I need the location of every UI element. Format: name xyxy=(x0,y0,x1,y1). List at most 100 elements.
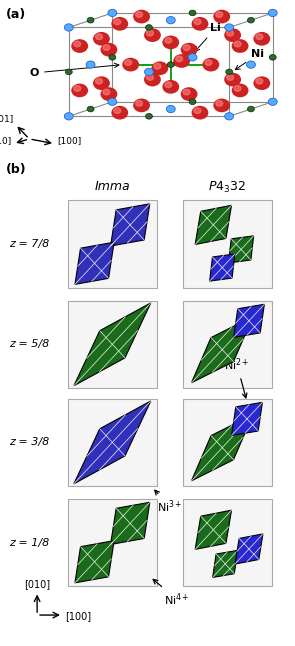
Circle shape xyxy=(74,41,81,47)
Text: z = 1/8: z = 1/8 xyxy=(9,537,49,548)
Circle shape xyxy=(103,45,110,50)
Polygon shape xyxy=(75,541,114,583)
Circle shape xyxy=(136,101,142,106)
Circle shape xyxy=(71,83,88,98)
Circle shape xyxy=(256,34,263,39)
Bar xyxy=(68,499,157,587)
Text: O: O xyxy=(30,63,119,78)
Bar xyxy=(68,300,157,388)
Bar xyxy=(183,300,272,388)
Polygon shape xyxy=(111,503,150,545)
Circle shape xyxy=(64,112,73,120)
Circle shape xyxy=(269,54,276,60)
Text: Imma: Imma xyxy=(94,180,130,193)
Circle shape xyxy=(216,101,223,106)
Bar xyxy=(183,200,272,288)
Circle shape xyxy=(205,60,212,65)
Bar xyxy=(68,399,157,486)
Text: [001]: [001] xyxy=(0,114,13,123)
Circle shape xyxy=(248,106,254,112)
Circle shape xyxy=(213,10,230,23)
Circle shape xyxy=(202,57,219,72)
Circle shape xyxy=(189,99,196,105)
Polygon shape xyxy=(74,401,151,484)
Circle shape xyxy=(101,43,117,57)
Circle shape xyxy=(86,61,95,68)
Circle shape xyxy=(108,9,117,17)
Circle shape xyxy=(162,80,179,94)
Circle shape xyxy=(136,12,142,17)
Text: $\mathrm{Ni}^{3+}$: $\mathrm{Ni}^{3+}$ xyxy=(155,490,183,515)
Circle shape xyxy=(234,41,241,47)
Circle shape xyxy=(256,78,263,84)
Text: $P4_332$: $P4_332$ xyxy=(208,180,246,195)
Circle shape xyxy=(133,99,150,112)
Circle shape xyxy=(96,34,102,39)
Circle shape xyxy=(112,106,128,120)
Text: [100]: [100] xyxy=(65,611,91,621)
Circle shape xyxy=(176,56,183,62)
Polygon shape xyxy=(195,510,232,549)
Circle shape xyxy=(181,43,197,57)
Circle shape xyxy=(112,17,128,31)
Circle shape xyxy=(247,61,255,68)
Circle shape xyxy=(101,87,117,101)
Circle shape xyxy=(181,87,197,101)
Circle shape xyxy=(213,99,230,112)
Bar xyxy=(183,399,272,486)
Circle shape xyxy=(189,10,196,16)
Circle shape xyxy=(114,108,121,114)
Text: z = 7/8: z = 7/8 xyxy=(9,239,49,249)
Polygon shape xyxy=(111,203,150,246)
Circle shape xyxy=(191,17,208,31)
Circle shape xyxy=(183,89,190,95)
Circle shape xyxy=(268,9,277,17)
Bar xyxy=(183,499,272,587)
Circle shape xyxy=(145,68,153,76)
Circle shape xyxy=(226,69,233,75)
Circle shape xyxy=(268,98,277,105)
Text: [010]: [010] xyxy=(0,136,12,145)
Circle shape xyxy=(122,57,139,72)
Circle shape xyxy=(232,39,248,53)
Circle shape xyxy=(87,17,94,23)
Circle shape xyxy=(248,17,254,23)
Polygon shape xyxy=(213,550,238,578)
Circle shape xyxy=(188,54,197,61)
Circle shape xyxy=(216,12,223,17)
Circle shape xyxy=(109,54,116,60)
Text: $\mathrm{Ni}^{2+}$: $\mathrm{Ni}^{2+}$ xyxy=(224,357,250,398)
Circle shape xyxy=(162,36,179,49)
Text: z = 5/8: z = 5/8 xyxy=(9,339,49,349)
Circle shape xyxy=(173,54,190,68)
Circle shape xyxy=(93,76,110,90)
Circle shape xyxy=(225,24,234,31)
Circle shape xyxy=(65,69,72,75)
Polygon shape xyxy=(235,534,263,564)
Polygon shape xyxy=(191,317,253,383)
Text: $\mathrm{Ni}^{4+}$: $\mathrm{Ni}^{4+}$ xyxy=(153,579,189,608)
Circle shape xyxy=(224,73,241,87)
Circle shape xyxy=(145,114,153,119)
Polygon shape xyxy=(195,205,232,244)
Circle shape xyxy=(165,37,172,43)
Circle shape xyxy=(151,61,168,75)
Text: Li: Li xyxy=(195,23,221,51)
Circle shape xyxy=(194,108,201,114)
Polygon shape xyxy=(75,242,114,284)
Text: [010]: [010] xyxy=(24,579,50,589)
Polygon shape xyxy=(191,415,253,481)
Circle shape xyxy=(253,76,270,90)
Circle shape xyxy=(114,19,121,25)
Polygon shape xyxy=(232,402,262,435)
Polygon shape xyxy=(74,303,151,386)
Circle shape xyxy=(227,30,234,36)
Circle shape xyxy=(165,82,172,88)
Circle shape xyxy=(144,73,161,87)
Circle shape xyxy=(108,98,117,105)
Circle shape xyxy=(225,112,234,120)
Circle shape xyxy=(224,28,241,42)
Bar xyxy=(68,200,157,288)
Circle shape xyxy=(144,28,161,42)
Circle shape xyxy=(166,105,175,112)
